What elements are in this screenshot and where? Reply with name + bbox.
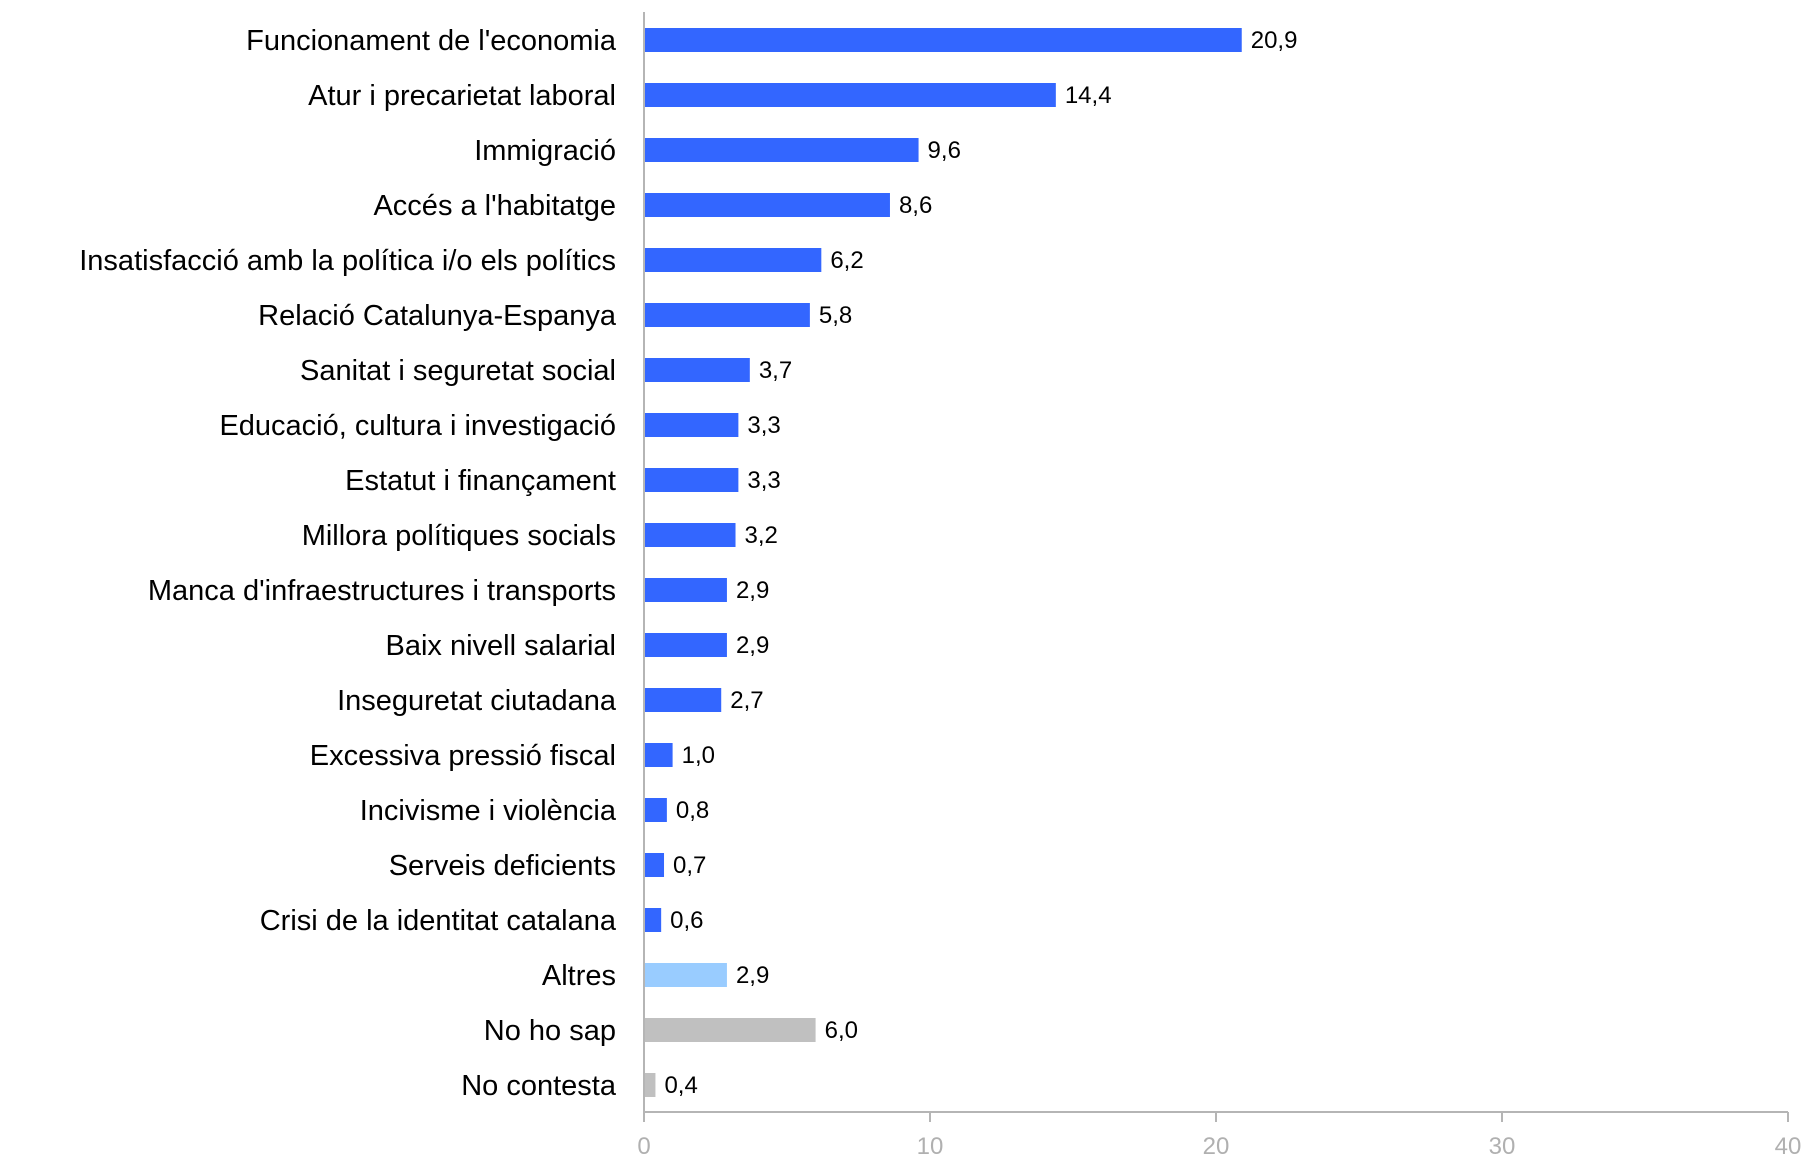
data-label: 0,6 bbox=[670, 907, 703, 934]
category-label: Funcionament de l'economia bbox=[246, 25, 617, 57]
data-label: 2,9 bbox=[736, 577, 769, 604]
category-label: Insatisfacció amb la política i/o els po… bbox=[79, 245, 616, 277]
bar bbox=[644, 413, 739, 437]
x-tick-label: 30 bbox=[1489, 1133, 1516, 1160]
category-label: Inseguretat ciutadana bbox=[337, 685, 617, 717]
data-label: 2,7 bbox=[730, 687, 763, 714]
category-label: Baix nivell salarial bbox=[386, 630, 617, 662]
category-label: Manca d'infraestructures i transports bbox=[148, 575, 616, 607]
category-label: No contesta bbox=[461, 1070, 617, 1102]
x-tick-label: 0 bbox=[637, 1133, 650, 1160]
bar bbox=[644, 633, 727, 657]
data-label: 20,9 bbox=[1251, 27, 1298, 54]
bar bbox=[644, 963, 727, 987]
category-label: Excessiva pressió fiscal bbox=[310, 740, 616, 772]
data-label: 2,9 bbox=[736, 962, 769, 989]
x-tick-label: 10 bbox=[917, 1133, 944, 1160]
bar bbox=[644, 303, 810, 327]
bar bbox=[644, 853, 665, 877]
category-label: Accés a l'habitatge bbox=[373, 190, 616, 222]
category-label: Educació, cultura i investigació bbox=[219, 410, 616, 442]
bar bbox=[644, 688, 722, 712]
bar bbox=[644, 138, 919, 162]
bar bbox=[644, 358, 750, 382]
bar bbox=[644, 798, 667, 822]
data-label: 1,0 bbox=[682, 742, 715, 769]
bar bbox=[644, 83, 1056, 107]
data-label: 5,8 bbox=[819, 302, 852, 329]
data-label: 6,2 bbox=[830, 247, 863, 274]
bar bbox=[644, 248, 822, 272]
bar bbox=[644, 578, 727, 602]
bar bbox=[644, 523, 736, 547]
bar bbox=[644, 908, 662, 932]
x-tick-label: 20 bbox=[1203, 1133, 1230, 1160]
bar bbox=[644, 1073, 656, 1097]
category-label: Altres bbox=[542, 960, 616, 992]
bar bbox=[644, 1018, 816, 1042]
x-tick-label: 40 bbox=[1775, 1133, 1802, 1160]
category-label: No ho sap bbox=[484, 1015, 616, 1047]
category-label: Serveis deficients bbox=[389, 850, 616, 882]
data-label: 3,2 bbox=[745, 522, 778, 549]
data-label: 6,0 bbox=[825, 1017, 858, 1044]
data-label: 14,4 bbox=[1065, 82, 1112, 109]
category-label: Relació Catalunya-Espanya bbox=[258, 300, 617, 332]
category-label: Atur i precarietat laboral bbox=[308, 80, 616, 112]
data-label: 3,3 bbox=[747, 412, 780, 439]
bars-group: Funcionament de l'economia 20,9 Atur i pre… bbox=[79, 25, 1297, 1102]
bar bbox=[644, 743, 673, 767]
axes-group: 0 10 20 30 40 bbox=[637, 12, 1801, 1160]
data-label: 3,3 bbox=[747, 467, 780, 494]
data-label: 0,8 bbox=[676, 797, 709, 824]
data-label: 0,4 bbox=[664, 1072, 697, 1099]
data-label: 2,9 bbox=[736, 632, 769, 659]
bar bbox=[644, 28, 1242, 52]
category-label: Crisi de la identitat catalana bbox=[260, 905, 617, 937]
category-label: Sanitat i seguretat social bbox=[300, 355, 616, 387]
category-label: Millora polítiques socials bbox=[302, 520, 616, 552]
data-label: 0,7 bbox=[673, 852, 706, 879]
data-label: 9,6 bbox=[928, 137, 961, 164]
category-label: Estatut i finançament bbox=[345, 465, 616, 497]
category-label: Incivisme i violència bbox=[360, 795, 617, 827]
bar bbox=[644, 468, 739, 492]
data-label: 3,7 bbox=[759, 357, 792, 384]
data-label: 8,6 bbox=[899, 192, 932, 219]
category-label: Immigració bbox=[474, 135, 616, 167]
bar bbox=[644, 193, 890, 217]
